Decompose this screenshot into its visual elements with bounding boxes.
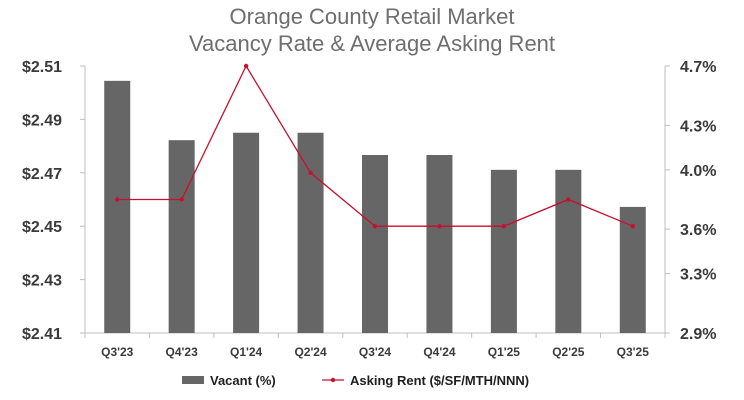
y-right-tick-label: 4.7% bbox=[680, 59, 716, 76]
line-point-asking-rent bbox=[179, 197, 184, 202]
legend-swatch-vacant bbox=[182, 376, 204, 384]
bar-vacant bbox=[362, 155, 388, 333]
y-right-tick-label: 3.3% bbox=[680, 267, 716, 284]
x-tick-label: Q1'24 bbox=[230, 345, 263, 359]
x-tick-label: Q4'24 bbox=[423, 345, 456, 359]
y-left-tick-label: $2.43 bbox=[22, 273, 62, 290]
y-left-tick-label: $2.51 bbox=[22, 59, 62, 76]
bar-vacant bbox=[233, 132, 260, 333]
y-right-tick-label: 4.0% bbox=[680, 163, 716, 180]
chart-title-line2: Vacancy Rate & Average Asking Rent bbox=[188, 31, 556, 56]
x-tick-label: Q4'23 bbox=[166, 345, 199, 359]
y-left-tick-label: $2.41 bbox=[22, 326, 62, 343]
line-point-asking-rent bbox=[437, 224, 442, 229]
chart-title-line1: Orange County Retail Market bbox=[229, 4, 515, 29]
line-point-asking-rent bbox=[501, 224, 507, 229]
y-left-tick-label: $2.47 bbox=[22, 166, 62, 183]
line-point-asking-rent bbox=[115, 197, 120, 202]
x-tick-label: Q1'25 bbox=[488, 345, 521, 359]
legend-label-asking-rent: Asking Rent ($/SF/MTH/NNN) bbox=[350, 373, 529, 388]
legend-label-vacant: Vacant (%) bbox=[210, 373, 276, 388]
line-point-asking-rent bbox=[243, 63, 249, 69]
bar-vacant bbox=[168, 140, 195, 333]
line-point-asking-rent bbox=[308, 170, 313, 175]
x-tick-label: Q3'24 bbox=[359, 345, 392, 359]
x-tick-label: Q3'25 bbox=[617, 345, 650, 359]
y-right-tick-label: 4.3% bbox=[680, 118, 716, 135]
legend-swatch-point-asking-rent bbox=[330, 377, 336, 383]
bar-vacant bbox=[555, 169, 582, 333]
y-left-tick-label: $2.49 bbox=[22, 112, 62, 129]
x-tick-label: Q2'24 bbox=[294, 345, 327, 359]
bar-vacant bbox=[490, 169, 517, 333]
line-point-asking-rent bbox=[566, 197, 571, 202]
y-right-tick-label: 2.9% bbox=[680, 326, 716, 343]
bar-vacant bbox=[297, 132, 324, 333]
y-right-tick-label: 3.6% bbox=[680, 222, 716, 239]
line-point-asking-rent bbox=[630, 224, 635, 229]
x-tick-label: Q3'23 bbox=[101, 345, 134, 359]
x-tick-label: Q2'25 bbox=[552, 345, 585, 359]
line-point-asking-rent bbox=[372, 224, 378, 229]
bar-vacant bbox=[426, 155, 453, 333]
y-left-tick-label: $2.45 bbox=[22, 219, 62, 236]
bar-vacant bbox=[104, 80, 131, 333]
